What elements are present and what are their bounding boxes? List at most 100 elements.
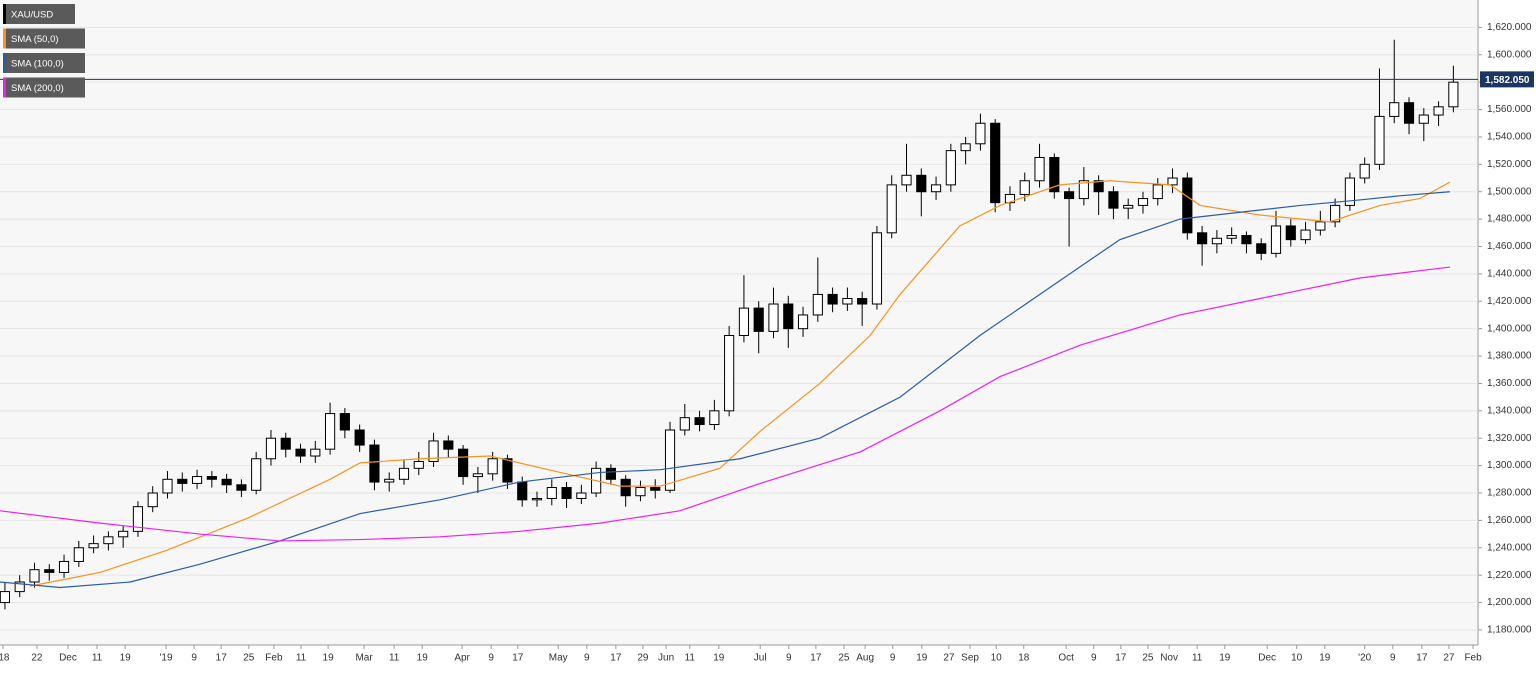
candle-body <box>1270 225 1282 254</box>
candle-body <box>1197 232 1208 245</box>
candle-body <box>1389 102 1400 117</box>
x-tick-label: 17 <box>1115 653 1127 664</box>
x-tick-label: 11 <box>389 653 400 664</box>
y-tick-label: 1,540.000 <box>1487 132 1532 143</box>
candle-body <box>88 543 99 549</box>
candle-body <box>990 122 1001 204</box>
candle-body <box>1433 106 1444 116</box>
candle-body <box>620 478 631 497</box>
candle-body <box>1123 204 1134 209</box>
x-tick-label: 19 <box>1219 653 1231 664</box>
legend-swatch <box>3 53 6 73</box>
candle-body <box>384 478 395 483</box>
candle-body <box>1182 177 1193 234</box>
candle-body <box>1019 180 1030 195</box>
x-tick-label: May <box>549 653 568 664</box>
x-tick-label: '19 <box>160 653 173 664</box>
candle-body <box>694 417 705 426</box>
x-tick-label: 19 <box>120 653 132 664</box>
x-tick-label: 25 <box>838 653 850 664</box>
candle-body <box>44 569 55 573</box>
candle-body <box>871 232 883 305</box>
candle-body <box>487 458 498 475</box>
x-tick-label: 17 <box>610 653 622 664</box>
candle-body <box>916 174 927 193</box>
x-tick-label: Sep <box>961 653 979 664</box>
candle-body <box>14 581 25 593</box>
candle-body <box>1285 225 1296 241</box>
y-tick-label: 1,460.000 <box>1487 241 1532 252</box>
y-tick-label: 1,260.000 <box>1487 515 1532 526</box>
y-tick-label: 1,400.000 <box>1487 323 1532 334</box>
candle-body <box>724 335 735 412</box>
candle-body <box>975 122 986 145</box>
candle-body <box>960 143 971 152</box>
x-tick-label: 9 <box>1390 653 1396 664</box>
x-tick-label: 29 <box>637 653 649 664</box>
candle-body <box>265 437 277 460</box>
candle-body <box>354 429 365 446</box>
candle-body <box>1034 156 1045 182</box>
legend-swatch <box>3 4 6 24</box>
y-tick-label: 1,560.000 <box>1487 104 1532 115</box>
candle-body <box>251 458 262 491</box>
legend-label: SMA (200,0) <box>11 83 64 94</box>
x-tick-label: 11 <box>1192 653 1203 664</box>
candle-body <box>650 487 661 491</box>
x-tick-label: '18 <box>0 653 10 664</box>
candle-body <box>458 448 469 478</box>
y-tick-label: 1,320.000 <box>1487 433 1532 444</box>
candle-body <box>206 476 217 480</box>
candle-body <box>664 429 676 491</box>
x-tick-label: 9 <box>584 653 590 664</box>
candle-body <box>1418 114 1429 124</box>
x-tick-label: 27 <box>1443 653 1455 664</box>
x-tick-label: 11 <box>296 653 307 664</box>
candle-body <box>635 487 646 497</box>
candle-body <box>472 473 483 478</box>
x-tick-label: Dec <box>59 653 77 664</box>
y-tick-label: 1,420.000 <box>1487 296 1532 307</box>
y-tick-label: 1,440.000 <box>1487 269 1532 280</box>
candle-body <box>709 410 720 426</box>
candle-body <box>1403 102 1415 124</box>
candle-body <box>576 492 587 499</box>
candle-body <box>280 437 291 450</box>
legend-label: XAU/USD <box>11 10 53 21</box>
y-tick-label: 1,340.000 <box>1487 405 1532 416</box>
candle-body <box>1448 81 1459 108</box>
candle-body <box>310 448 321 457</box>
x-tick-label: 9 <box>488 653 494 664</box>
candle-body <box>398 467 410 480</box>
candle-body <box>29 569 40 583</box>
candle-body <box>679 417 690 431</box>
x-tick-label: 17 <box>512 653 524 664</box>
x-tick-label: 17 <box>1416 653 1428 664</box>
candle-body <box>783 303 794 330</box>
x-tick-label: '20 <box>1358 653 1371 664</box>
x-tick-label: Apr <box>454 653 470 664</box>
x-tick-label: 19 <box>323 653 335 664</box>
y-tick-label: 1,500.000 <box>1487 186 1532 197</box>
candle-body <box>1315 221 1326 231</box>
x-tick-label: Nov <box>1160 653 1178 664</box>
x-tick-label: 9 <box>1091 653 1097 664</box>
candle-body <box>502 458 513 483</box>
x-tick-label: Feb <box>265 653 283 664</box>
y-tick-label: 1,240.000 <box>1487 542 1532 553</box>
candle-body <box>1093 180 1104 193</box>
x-tick-label: 19 <box>713 653 725 664</box>
x-tick-label: 19 <box>916 653 928 664</box>
last-price-label: 1,582.050 <box>1485 75 1530 86</box>
x-tick-label: Oct <box>1058 653 1074 664</box>
candle-body <box>0 591 11 604</box>
candle-body <box>930 184 942 193</box>
legend-label: SMA (50,0) <box>11 34 59 45</box>
candle-body <box>191 476 203 484</box>
x-tick-label: Jun <box>658 653 674 664</box>
x-tick-label: 17 <box>216 653 228 664</box>
y-tick-label: 1,360.000 <box>1487 378 1532 389</box>
candle-body <box>1256 243 1267 254</box>
